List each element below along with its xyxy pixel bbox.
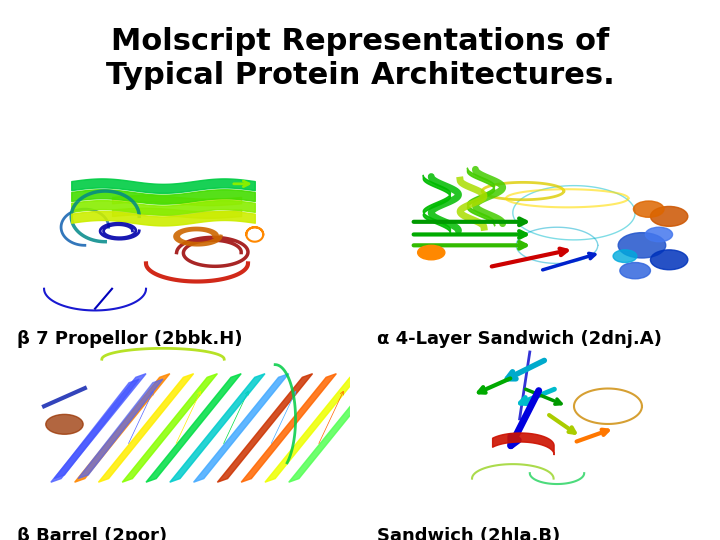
Circle shape	[650, 250, 688, 270]
Circle shape	[418, 245, 445, 260]
Circle shape	[46, 414, 83, 434]
Circle shape	[645, 227, 672, 242]
Polygon shape	[99, 374, 194, 482]
Circle shape	[620, 262, 650, 279]
Polygon shape	[170, 374, 265, 482]
Polygon shape	[265, 374, 360, 482]
Text: β 7 Propellor (2bbk.H): β 7 Propellor (2bbk.H)	[17, 330, 243, 348]
Polygon shape	[75, 374, 170, 482]
Polygon shape	[51, 374, 146, 482]
Polygon shape	[78, 379, 163, 478]
Polygon shape	[289, 374, 384, 482]
Polygon shape	[194, 374, 289, 482]
Polygon shape	[146, 374, 241, 482]
Circle shape	[650, 206, 688, 226]
Circle shape	[634, 201, 664, 217]
Polygon shape	[241, 374, 336, 482]
Text: α 4-Layer Sandwich (2dnj.A): α 4-Layer Sandwich (2dnj.A)	[377, 330, 662, 348]
Text: Sandwich (2hla.B): Sandwich (2hla.B)	[377, 527, 560, 540]
Circle shape	[613, 250, 637, 262]
Text: Molscript Representations of
Typical Protein Architectures.: Molscript Representations of Typical Pro…	[106, 27, 614, 90]
Text: β Barrel (2por): β Barrel (2por)	[17, 527, 167, 540]
Polygon shape	[54, 379, 139, 478]
Polygon shape	[217, 374, 312, 482]
Circle shape	[618, 233, 666, 258]
Polygon shape	[122, 374, 217, 482]
